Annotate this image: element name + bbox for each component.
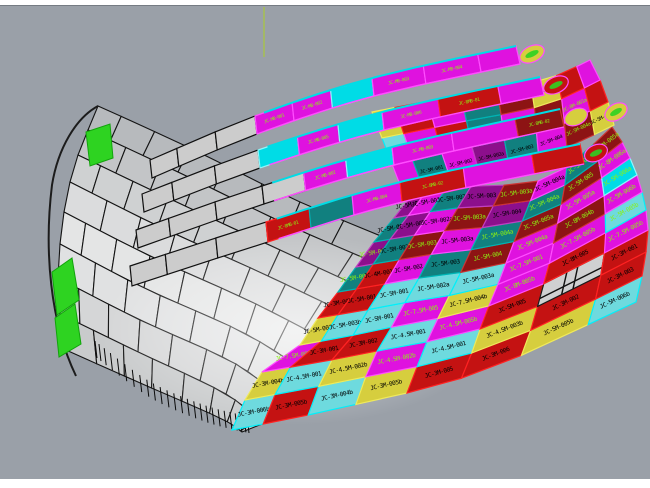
section-rib: [103, 348, 107, 366]
strip-edge-cyan: [271, 108, 561, 184]
section-rib: [223, 410, 227, 428]
panel-label: JC-5M-003a: [500, 187, 534, 199]
panel-frame-line: [539, 266, 603, 300]
strip-end-cap[interactable]: [562, 105, 591, 130]
section-rib: [205, 405, 209, 423]
section-rib: [124, 364, 128, 382]
panel-label: JC-5M-002: [449, 158, 474, 169]
section-rib: [180, 396, 184, 414]
section-rib: [131, 369, 135, 387]
panel-label: JC-4M-001: [364, 268, 394, 280]
section-rib: [116, 358, 120, 376]
panel[interactable]: [575, 59, 601, 89]
strip-edge-magenta: [278, 163, 585, 240]
panel-label: JC-5M-001: [419, 165, 444, 176]
panel-label: JC-8MB-02: [422, 180, 445, 191]
cap-green-streak: [525, 50, 539, 58]
panel-label: JC-8MB-02: [528, 118, 551, 129]
panel-label: JC-5M-001: [347, 293, 377, 305]
section-rib: [146, 379, 150, 397]
section-rib: [193, 401, 197, 419]
cap-green-streak: [589, 149, 603, 157]
panel-label: JC-5M-002: [436, 193, 466, 204]
strip-edge-cyan: [267, 76, 541, 148]
panel-label: JC-MB-003: [412, 144, 435, 155]
panel-label: JC-5M-003a: [441, 235, 474, 246]
panel-label: JC-5M-003: [510, 144, 535, 156]
section-rib: [98, 343, 102, 362]
panel-frame-line: [560, 271, 568, 295]
panel-label: JC-5M-002: [396, 219, 426, 231]
section-rib: [159, 386, 163, 405]
section-rib: [139, 375, 143, 393]
cap-green-streak: [610, 107, 622, 117]
strip-edge-magenta: [273, 126, 565, 202]
panel-label: JC-8MB-01: [458, 97, 481, 107]
section-rib: [173, 393, 177, 411]
panel-label: JC-5M-001: [377, 223, 407, 235]
panel-label: JC-5M-004: [492, 208, 522, 220]
strip-edge-magenta: [269, 94, 545, 166]
highlight-panel-green[interactable]: [51, 257, 80, 316]
panel-label: JC-5M-003: [467, 192, 497, 201]
panel-frame-line: [572, 266, 579, 290]
panel-label: JC-5M-003a: [453, 213, 486, 223]
section-rib: [152, 383, 156, 401]
section-rib: [229, 412, 233, 430]
strip-edge-cyan: [263, 45, 517, 114]
panel-label: JC-5M-002a: [478, 151, 505, 163]
panel-label: JC-5M-002a: [420, 215, 454, 227]
panel-label: JC-5M-001: [358, 247, 388, 259]
section-rib: [166, 390, 170, 408]
strip-edge-magenta: [265, 63, 521, 132]
section-rib: [109, 353, 113, 371]
panel-label: JC-5M-003: [431, 258, 461, 269]
panel-label: JC-5M-003: [407, 239, 437, 251]
panel-label: JC-MB-006: [400, 109, 423, 120]
section-rib: [199, 403, 203, 421]
highlight-panel-green[interactable]: [85, 123, 114, 167]
strip-edge-cyan: [276, 143, 581, 220]
panel-label: JC-MB-004: [441, 64, 464, 74]
cap-green-streak: [549, 81, 563, 89]
section-rib: [217, 409, 221, 427]
highlight-panel-green[interactable]: [54, 303, 82, 358]
section-rib: [211, 407, 215, 425]
panel-label: JC-5M-002: [379, 243, 409, 255]
section-rib: [186, 398, 190, 416]
panel-label: JC-3M-001: [323, 297, 353, 309]
panel-label: JC-MB-004: [366, 193, 389, 205]
panel-label: JC-MB-003: [388, 76, 411, 87]
section-rib: [94, 340, 98, 359]
